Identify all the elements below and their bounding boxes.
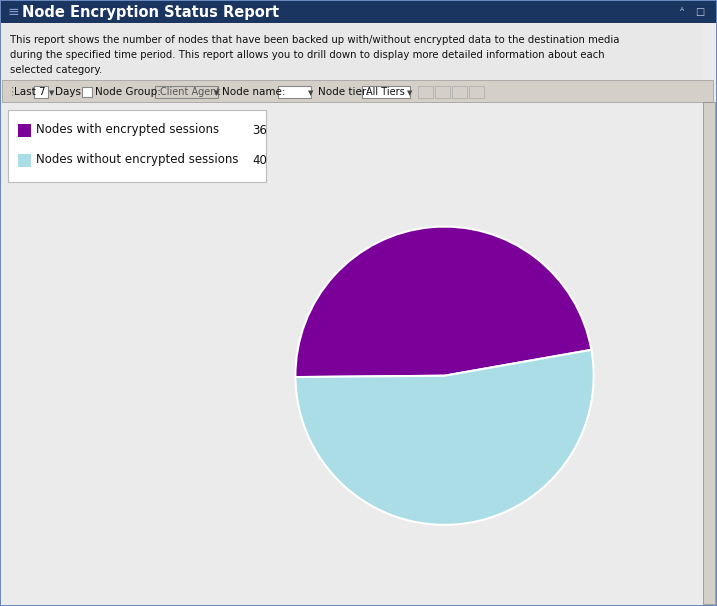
Bar (2, 80, 713, 102)
Text: ⋮: ⋮ (6, 87, 17, 97)
Bar (435, 86, 450, 98)
Bar (469, 86, 484, 98)
Text: ▼: ▼ (407, 90, 412, 96)
Text: Days: Days (55, 87, 81, 97)
Text: during the specified time period. This report allows you to drill down to displa: during the specified time period. This r… (10, 50, 604, 60)
Bar (452, 86, 467, 98)
Bar (18, 154, 31, 167)
Text: selected category.: selected category. (10, 65, 103, 75)
Bar (34, 86, 48, 98)
Bar (18, 124, 31, 137)
Text: ≡: ≡ (8, 5, 19, 19)
Text: Node Group:: Node Group: (95, 87, 161, 97)
Text: Nodes with encrypted sessions: Nodes with encrypted sessions (36, 124, 219, 136)
Bar (82, 87, 92, 97)
Text: Node tier:: Node tier: (318, 87, 370, 97)
Bar (8, 110, 266, 182)
Wedge shape (295, 227, 592, 377)
Text: ᴬ: ᴬ (680, 7, 684, 17)
Bar (2, 23, 702, 80)
Text: Node Encryption Status Report: Node Encryption Status Report (22, 4, 279, 19)
Bar (278, 86, 311, 98)
Text: Nodes without encrypted sessions: Nodes without encrypted sessions (36, 153, 239, 167)
Text: ▼: ▼ (308, 90, 313, 96)
Text: 40: 40 (252, 153, 267, 167)
Text: ▼: ▼ (214, 90, 219, 96)
Wedge shape (295, 350, 594, 525)
Text: □: □ (695, 7, 704, 17)
Text: All Tiers: All Tiers (366, 87, 405, 97)
Bar (1, 1, 716, 23)
Text: Last: Last (14, 87, 36, 97)
Text: Node name:: Node name: (222, 87, 285, 97)
Text: 36: 36 (252, 124, 267, 136)
Text: This report shows the number of nodes that have been backed up with/without encr: This report shows the number of nodes th… (10, 35, 619, 45)
Bar (418, 86, 433, 98)
Text: 7: 7 (38, 87, 44, 97)
Text: ▼: ▼ (49, 90, 54, 96)
Text: Client Agent: Client Agent (160, 87, 220, 97)
Bar (362, 86, 410, 98)
Bar (155, 86, 218, 98)
Bar (703, 102, 715, 604)
